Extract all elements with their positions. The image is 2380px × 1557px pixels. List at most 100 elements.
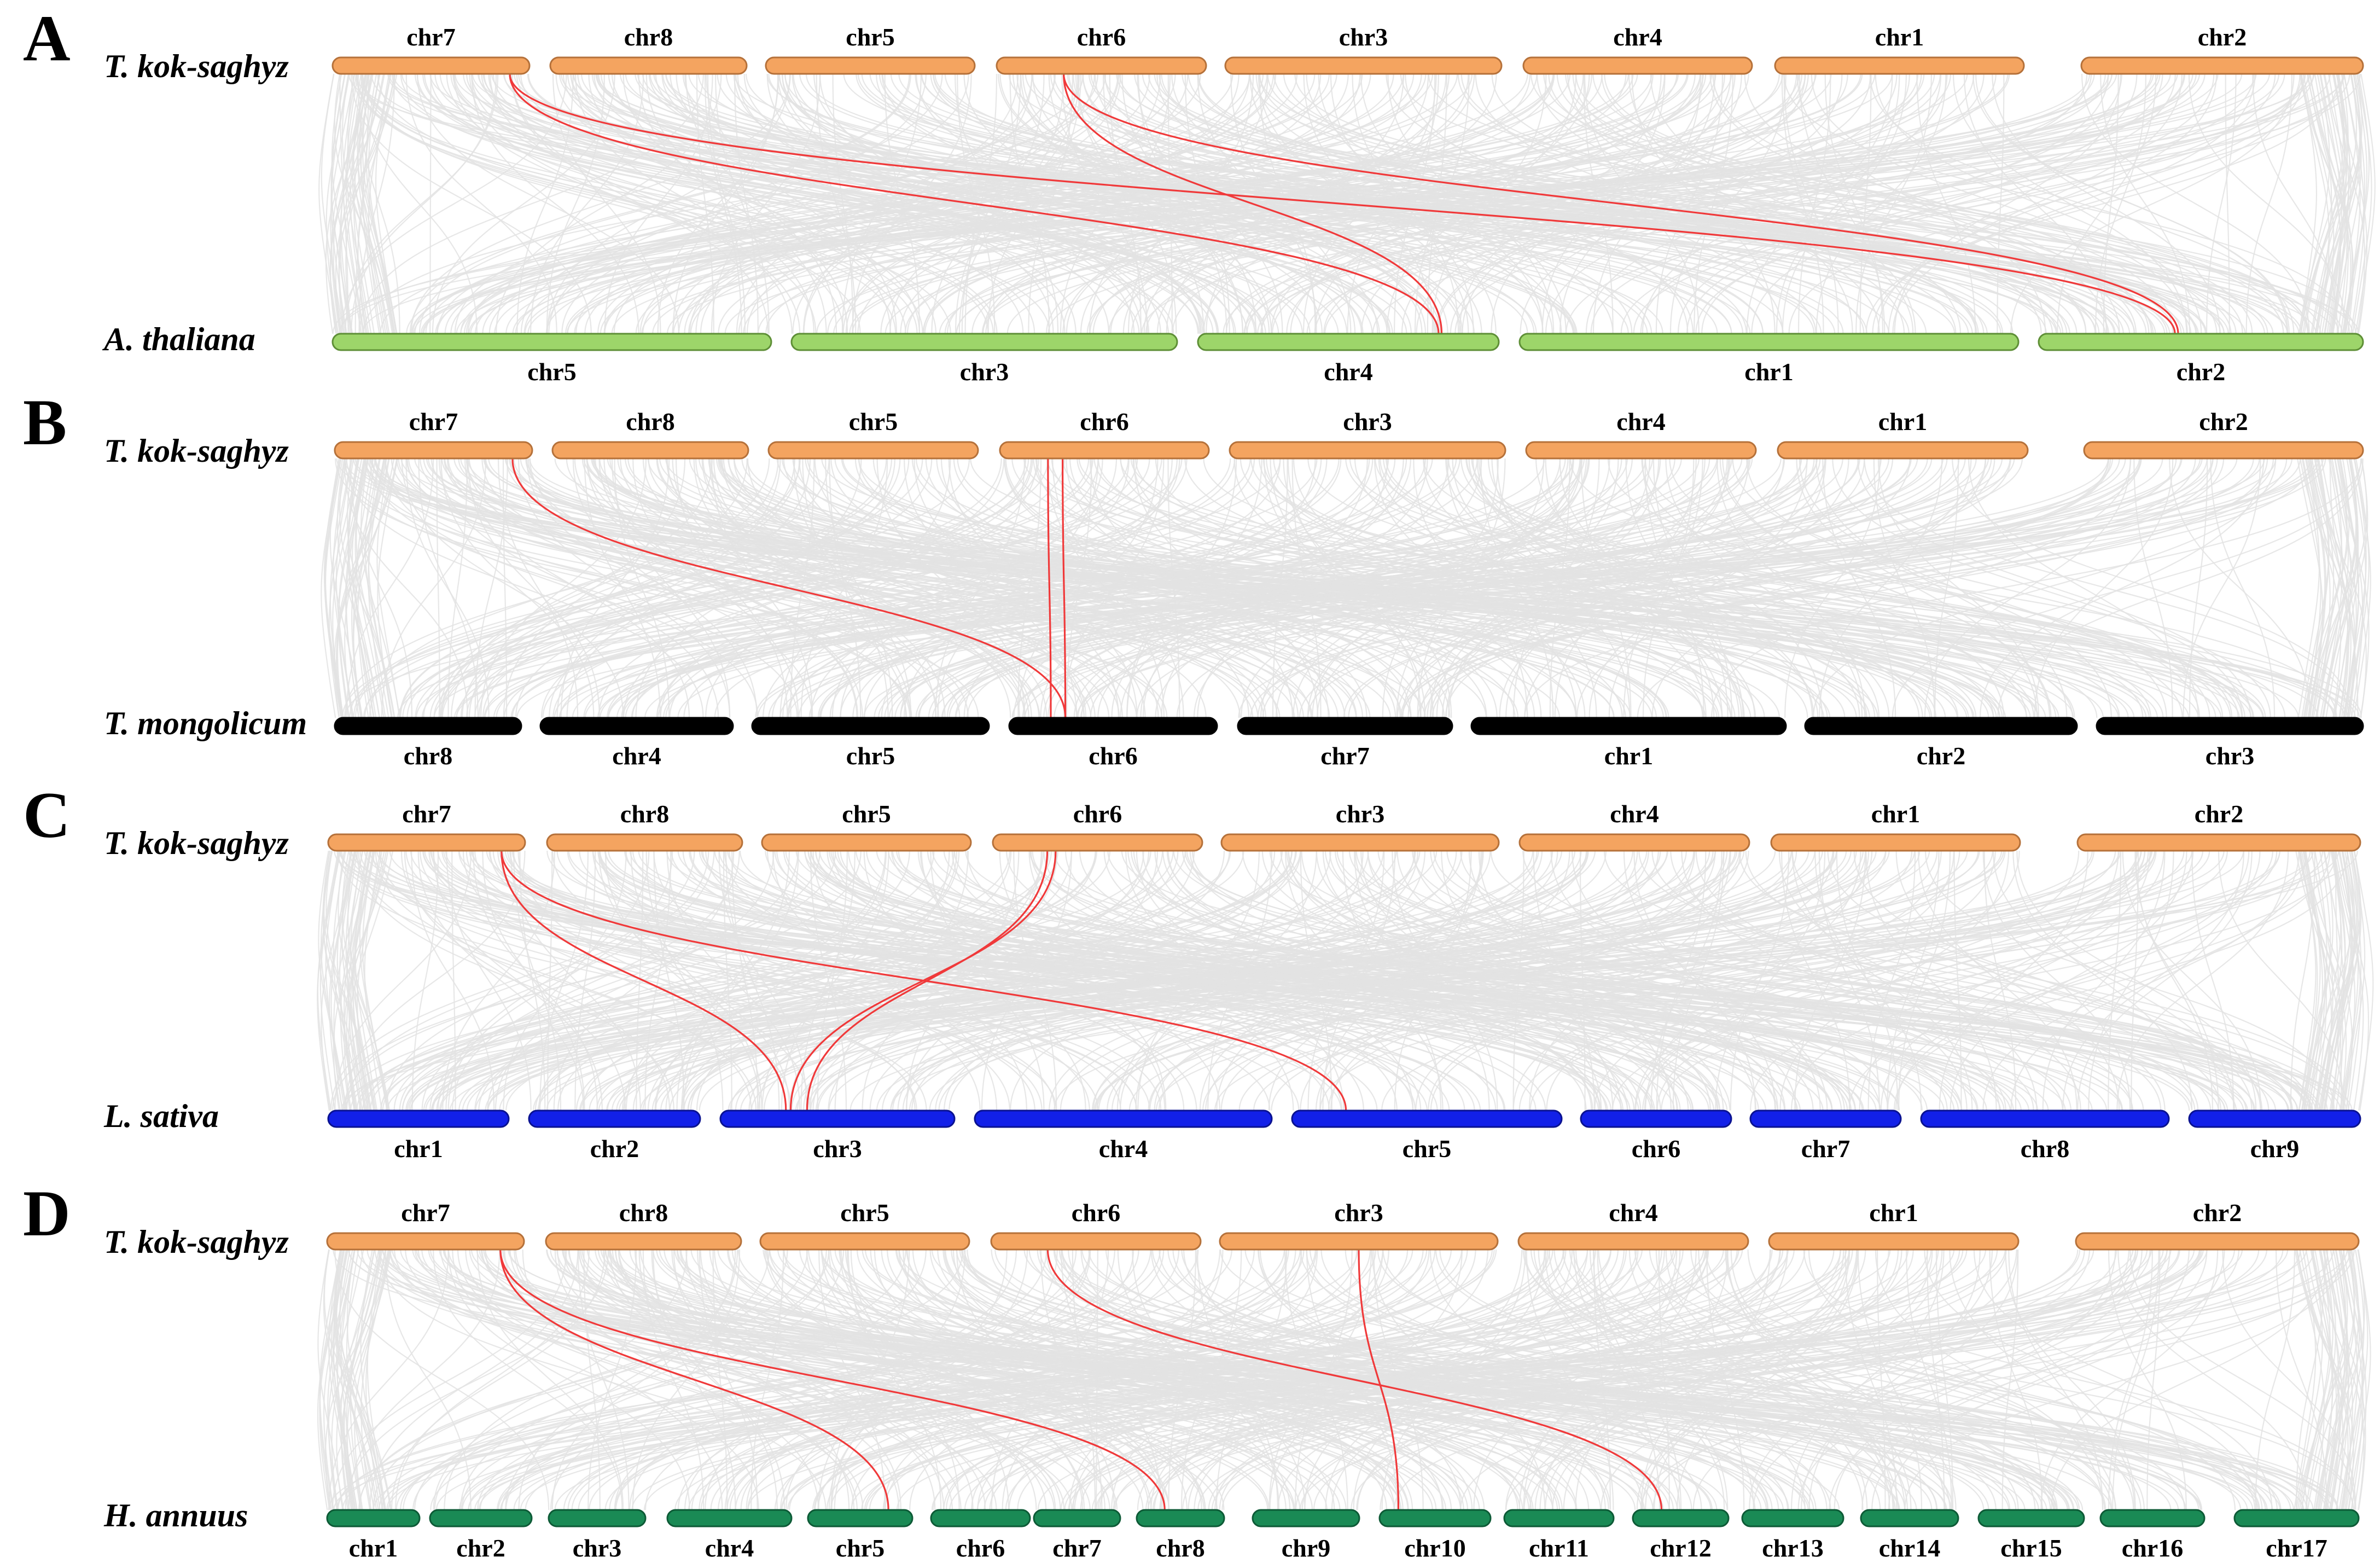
background-link: [425, 73, 1233, 334]
background-link: [819, 458, 1977, 718]
background-link: [1867, 850, 1916, 1111]
background-link: [956, 73, 2197, 334]
background-link: [1522, 1249, 2117, 1510]
top-chromosome-bar-chr2: [2083, 441, 2364, 460]
background-link: [1241, 458, 1581, 718]
background-link: [852, 458, 1396, 718]
bottom-chromosome-bar-chr7: [1033, 1509, 1121, 1527]
top-chromosome-bar-chr5: [767, 441, 979, 460]
background-link: [2301, 1249, 2334, 1510]
background-link: [945, 1249, 1597, 1510]
top-chromosome-label: chr1: [1878, 408, 1927, 435]
background-link: [1625, 458, 1729, 718]
background-link: [319, 1249, 341, 1510]
background-link: [746, 73, 1784, 334]
bottom-chromosome-bar-chr5: [331, 333, 772, 351]
background-link: [2348, 1249, 2371, 1510]
background-link: [2346, 1249, 2364, 1510]
background-link: [1260, 458, 1574, 718]
background-link: [520, 73, 969, 334]
top-chromosome-bar-chr8: [545, 1232, 742, 1251]
background-link: [933, 73, 1865, 334]
background-link: [1972, 73, 2290, 334]
bottom-chromosome-bar-chr8: [334, 717, 522, 735]
background-link: [598, 458, 858, 718]
top-chromosome-bar-chr5: [761, 833, 972, 852]
background-link: [595, 458, 1120, 718]
background-link: [409, 73, 910, 334]
background-link: [2344, 73, 2366, 334]
background-link: [728, 850, 2204, 1111]
background-link: [554, 458, 2199, 718]
background-link: [932, 850, 2256, 1111]
background-link: [2307, 458, 2367, 718]
background-link: [422, 73, 1200, 334]
background-link: [1355, 850, 2292, 1111]
bottom-chromosome-label: chr4: [705, 1534, 754, 1557]
background-link: [1381, 850, 2228, 1111]
background-link: [1168, 1249, 1196, 1510]
bottom-chromosome-label: chr3: [813, 1135, 862, 1163]
background-link: [1330, 73, 1474, 334]
top-chromosome-bar-chr4: [1525, 441, 1757, 460]
panel-letter: C: [23, 778, 71, 851]
background-link: [1110, 73, 1654, 334]
background-link: [511, 73, 793, 334]
top-chromosome-bar-chr4: [1522, 56, 1753, 75]
background-link: [1448, 458, 1660, 718]
background-link: [1655, 73, 1724, 334]
highlighted-link-chr7-chr2: [509, 73, 2176, 334]
background-link: [527, 458, 1026, 718]
background-link: [1136, 458, 1815, 718]
background-link: [418, 458, 479, 718]
highlighted-link-chr6-chr3: [789, 850, 1057, 1111]
background-link: [344, 1249, 381, 1510]
background-link: [779, 458, 951, 718]
background-link: [2315, 458, 2358, 718]
background-link: [918, 458, 1719, 718]
bottom-chromosome-label: chr2: [1917, 742, 1965, 770]
bottom-chromosome-label: chr3: [2206, 742, 2254, 770]
background-link: [785, 1249, 1091, 1510]
background-link: [834, 850, 969, 1111]
background-link: [839, 1249, 1464, 1510]
background-link: [765, 1249, 1561, 1510]
background-link: [1656, 850, 1707, 1111]
background-link: [741, 458, 1846, 718]
background-link: [351, 73, 592, 334]
background-link: [394, 1249, 1073, 1510]
background-link: [656, 458, 1312, 718]
background-link: [2297, 458, 2320, 718]
background-link: [1184, 73, 1230, 334]
background-link: [1832, 458, 2243, 718]
background-link: [1250, 458, 2075, 718]
background-link: [546, 1249, 1946, 1510]
background-link: [2302, 458, 2342, 718]
background-link: [967, 850, 1422, 1111]
background-link: [343, 458, 2190, 718]
background-link: [765, 850, 1852, 1111]
background-link: [1025, 73, 2197, 334]
background-link: [2303, 458, 2350, 718]
background-link: [1394, 850, 1472, 1111]
background-link: [1194, 1249, 1625, 1510]
background-link: [1952, 73, 2187, 334]
background-link: [1078, 458, 2362, 718]
background-link: [423, 458, 1027, 718]
background-link: [1430, 458, 1995, 718]
background-link: [428, 850, 1043, 1111]
background-link: [1017, 1249, 1706, 1510]
background-link: [2320, 1249, 2340, 1510]
bottom-chromosome-label: chr13: [1762, 1534, 1823, 1557]
background-link: [1709, 73, 2108, 334]
background-link: [488, 73, 1035, 334]
bottom-chromosome-label: chr8: [404, 742, 452, 770]
bottom-chromosome-bar-chr8: [1136, 1509, 1225, 1527]
background-link: [2316, 73, 2361, 334]
background-link: [676, 850, 790, 1111]
background-link: [599, 850, 1987, 1111]
background-link: [1745, 850, 2263, 1111]
background-link: [352, 73, 375, 334]
background-link: [655, 850, 958, 1111]
background-link: [2318, 1249, 2343, 1510]
